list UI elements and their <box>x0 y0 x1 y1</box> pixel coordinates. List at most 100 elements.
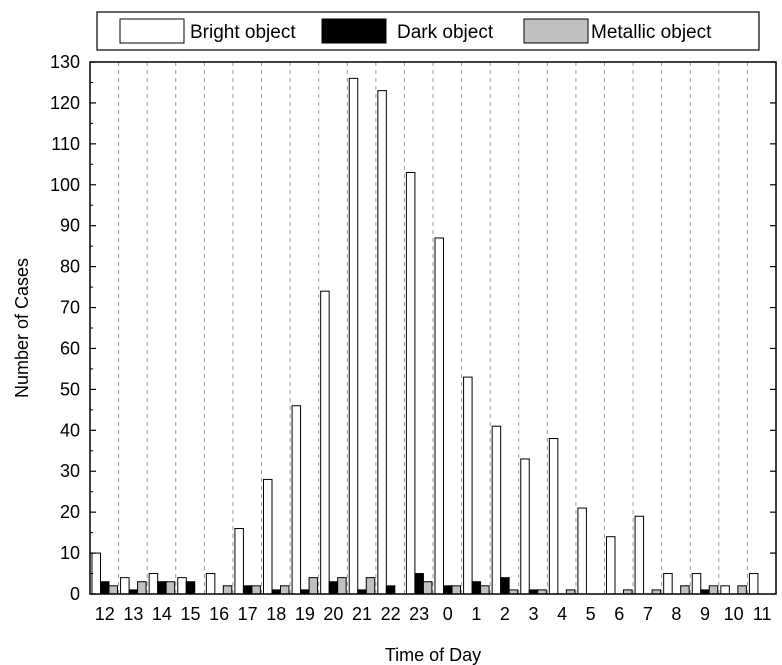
bar-metallic-object <box>251 585 261 595</box>
legend-label: Metallic object <box>591 22 712 43</box>
bar-metallic-object <box>137 581 147 595</box>
x-tick-label: 15 <box>180 604 200 624</box>
bar-metallic-object <box>280 585 290 595</box>
x-tick-label: 17 <box>238 604 258 624</box>
x-tick-label: 9 <box>700 604 710 624</box>
bar-bright-object <box>748 573 759 595</box>
x-tick-label: 22 <box>381 604 401 624</box>
bar-dark-object <box>385 585 396 595</box>
bar-dark-object <box>328 581 339 595</box>
x-tick-label: 0 <box>443 604 453 624</box>
bar-bright-object <box>91 552 101 595</box>
bar-bright-object <box>320 290 330 595</box>
bar-bright-object <box>491 425 502 595</box>
bar-dark-object <box>242 585 253 595</box>
x-tick-label: 4 <box>557 604 567 624</box>
bar-bright-object <box>205 573 216 595</box>
bar-bright-object <box>520 458 530 595</box>
legend-swatch <box>523 18 589 44</box>
y-tick-label: 90 <box>60 216 80 236</box>
bar-bright-object <box>120 577 130 595</box>
bar-dark-object <box>100 581 110 595</box>
bar-metallic-object <box>165 581 176 595</box>
legend-label: Bright object <box>190 22 296 43</box>
x-tick-label: 10 <box>724 604 744 624</box>
bar-metallic-object <box>737 585 747 595</box>
bar-metallic-object <box>108 585 118 595</box>
bar-bright-object <box>234 528 244 595</box>
bar-bright-object <box>348 77 359 595</box>
bar-dark-object <box>157 581 167 595</box>
bar-bright-object <box>691 573 702 595</box>
bar-dark-object <box>443 585 453 595</box>
bars <box>91 77 759 595</box>
legend-label: Dark object <box>397 22 494 43</box>
bar-dark-object <box>471 581 482 595</box>
y-tick-label: 10 <box>60 543 80 563</box>
legend-swatch <box>321 18 387 44</box>
bar-metallic-object <box>422 581 433 595</box>
y-tick-label: 30 <box>60 461 80 481</box>
x-tick-label: 13 <box>123 604 143 624</box>
x-tick-label: 16 <box>209 604 229 624</box>
x-tick-label: 2 <box>500 604 510 624</box>
bar-bright-object <box>663 573 673 595</box>
bar-metallic-object <box>480 585 490 595</box>
y-tick-label: 100 <box>50 175 80 195</box>
y-tick-label: 120 <box>50 93 80 113</box>
y-axis: 0 10 20 30 40 50 60 70 80 90 100 110 120 130 <box>50 52 776 604</box>
x-tick-label: 18 <box>266 604 286 624</box>
bar-metallic-object <box>365 577 376 595</box>
bar-bright-object <box>606 536 616 595</box>
bar-bright-object <box>720 585 730 595</box>
y-tick-label: 40 <box>60 420 80 440</box>
legend: Bright object Dark object Metallic object <box>96 11 760 51</box>
y-tick-label: 80 <box>60 257 80 277</box>
bar-bright-object <box>577 507 587 595</box>
bar-metallic-object <box>308 577 319 595</box>
x-tick-label: 23 <box>409 604 429 624</box>
bar-bright-object <box>434 237 444 595</box>
bar-bright-object <box>263 478 273 595</box>
x-tick-label: 12 <box>95 604 115 624</box>
x-tick-label: 7 <box>643 604 653 624</box>
bar-dark-object <box>185 581 196 595</box>
x-tick-label: 1 <box>471 604 481 624</box>
bar-metallic-object <box>222 585 233 595</box>
x-tick-label: 20 <box>323 604 343 624</box>
bar-bright-object <box>634 515 645 595</box>
bar-bright-object <box>548 437 559 595</box>
legend-swatch <box>119 18 185 44</box>
x-tick-label: 6 <box>614 604 624 624</box>
x-axis: 12 13 14 15 16 17 18 19 20 21 22 23 0 1 2 3 4 5 6 7 8 9 10 11 <box>95 604 772 624</box>
bar-bright-object <box>148 573 159 595</box>
bar-bright-object <box>291 405 302 595</box>
x-tick-label: 11 <box>753 604 772 624</box>
y-tick-label: 110 <box>51 134 80 154</box>
bar-bright-object <box>405 171 416 595</box>
bar-metallic-object <box>708 585 719 595</box>
bar-dark-object <box>414 573 424 595</box>
y-tick-label: 50 <box>60 379 80 399</box>
x-tick-label: 14 <box>152 604 172 624</box>
x-tick-label: 8 <box>671 604 681 624</box>
bar-dark-object <box>500 577 510 595</box>
x-axis-title: Time of Day <box>385 645 481 665</box>
bar-metallic-object <box>680 585 690 595</box>
bar-bright-object <box>177 577 187 595</box>
y-tick-label: 60 <box>60 338 80 358</box>
vertical-grid <box>118 62 748 594</box>
bar-metallic-object <box>451 585 461 595</box>
y-tick-label: 20 <box>60 502 80 522</box>
y-tick-label: 70 <box>60 298 80 318</box>
bar-metallic-object <box>337 577 347 595</box>
bar-bright-object <box>377 90 387 595</box>
bar-bright-object <box>463 376 473 595</box>
legend-box <box>96 11 760 51</box>
x-tick-label: 19 <box>295 604 315 624</box>
y-axis-title: Number of Cases <box>12 258 32 398</box>
y-tick-label: 130 <box>50 52 80 72</box>
y-tick-label: 0 <box>70 584 80 604</box>
x-tick-label: 5 <box>586 604 596 624</box>
